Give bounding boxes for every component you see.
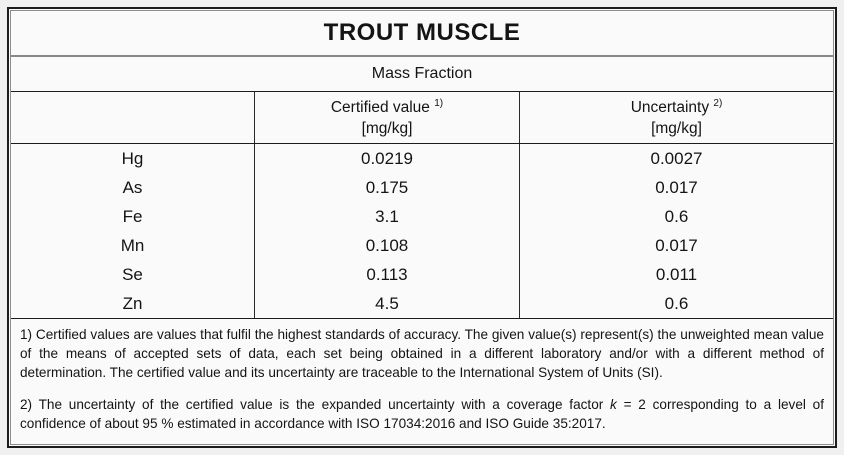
- footnote-2-text-pre: 2) The uncertainty of the certified valu…: [20, 397, 611, 412]
- table-row: Mn 0.108 0.017: [11, 231, 833, 260]
- element-symbol: As: [122, 177, 143, 197]
- element-symbol: Se: [122, 264, 143, 284]
- table-header-row: Certified value 1) [mg/kg] Uncertainty 2…: [11, 92, 833, 144]
- footnote-2-text-post: = 2 corresponding to a level of confiden…: [20, 397, 824, 431]
- uncertainty-value: 0.017: [519, 173, 833, 202]
- certificate-table: TROUT MUSCLE Mass Fraction Certified val…: [10, 10, 834, 445]
- title-row: TROUT MUSCLE: [11, 11, 833, 57]
- table-row: Fe 3.1 0.6: [11, 202, 833, 231]
- certificate-table-outer-border: TROUT MUSCLE Mass Fraction Certified val…: [7, 7, 837, 448]
- certified-value-unit: [mg/kg]: [361, 119, 413, 137]
- header-cell-element: [11, 92, 254, 143]
- table-row: Se 0.113 0.011: [11, 260, 833, 289]
- table-row: Hg 0.0219 0.0027: [11, 144, 833, 173]
- uncertainty-value: 0.011: [519, 260, 833, 289]
- uncertainty-value: 0.017: [519, 231, 833, 260]
- coverage-factor-symbol: k: [610, 397, 617, 412]
- element-symbol: Hg: [121, 148, 144, 168]
- uncertainty-value: 0.6: [519, 289, 833, 318]
- header-cell-uncertainty: Uncertainty 2) [mg/kg]: [519, 92, 833, 143]
- uncertainty-label: Uncertainty 2): [630, 97, 723, 116]
- certified-value: 0.0219: [254, 144, 519, 173]
- certified-value: 0.108: [254, 231, 519, 260]
- subtitle-row: Mass Fraction: [11, 57, 833, 92]
- element-symbol: Mn: [120, 235, 145, 255]
- footnote-ref-2: 2): [713, 97, 723, 109]
- page-title: TROUT MUSCLE: [323, 19, 521, 46]
- table-row: As 0.175 0.017: [11, 173, 833, 202]
- element-symbol: Zn: [122, 293, 143, 313]
- uncertainty-unit: [mg/kg]: [651, 119, 702, 137]
- uncertainty-value: 0.6: [519, 202, 833, 231]
- footnote-2: 2) The uncertainty of the certified valu…: [20, 395, 824, 433]
- certified-value: 0.113: [254, 260, 519, 289]
- element-symbol: Fe: [122, 206, 143, 226]
- certified-value-label: Certified value 1): [330, 97, 444, 116]
- certified-value: 3.1: [254, 202, 519, 231]
- section-subtitle: Mass Fraction: [371, 65, 473, 82]
- table-body: Hg 0.0219 0.0027 As 0.175 0.017 Fe 3.1 0…: [11, 144, 833, 319]
- table-row: Zn 4.5 0.6: [11, 289, 833, 318]
- certified-value: 0.175: [254, 173, 519, 202]
- uncertainty-value: 0.0027: [519, 144, 833, 173]
- footnote-1: 1) Certified values are values that fulf…: [20, 327, 824, 380]
- header-cell-certified-value: Certified value 1) [mg/kg]: [254, 92, 519, 143]
- footnotes-section: 1) Certified values are values that fulf…: [11, 319, 833, 444]
- certified-value: 4.5: [254, 289, 519, 318]
- footnote-ref-1: 1): [434, 97, 444, 109]
